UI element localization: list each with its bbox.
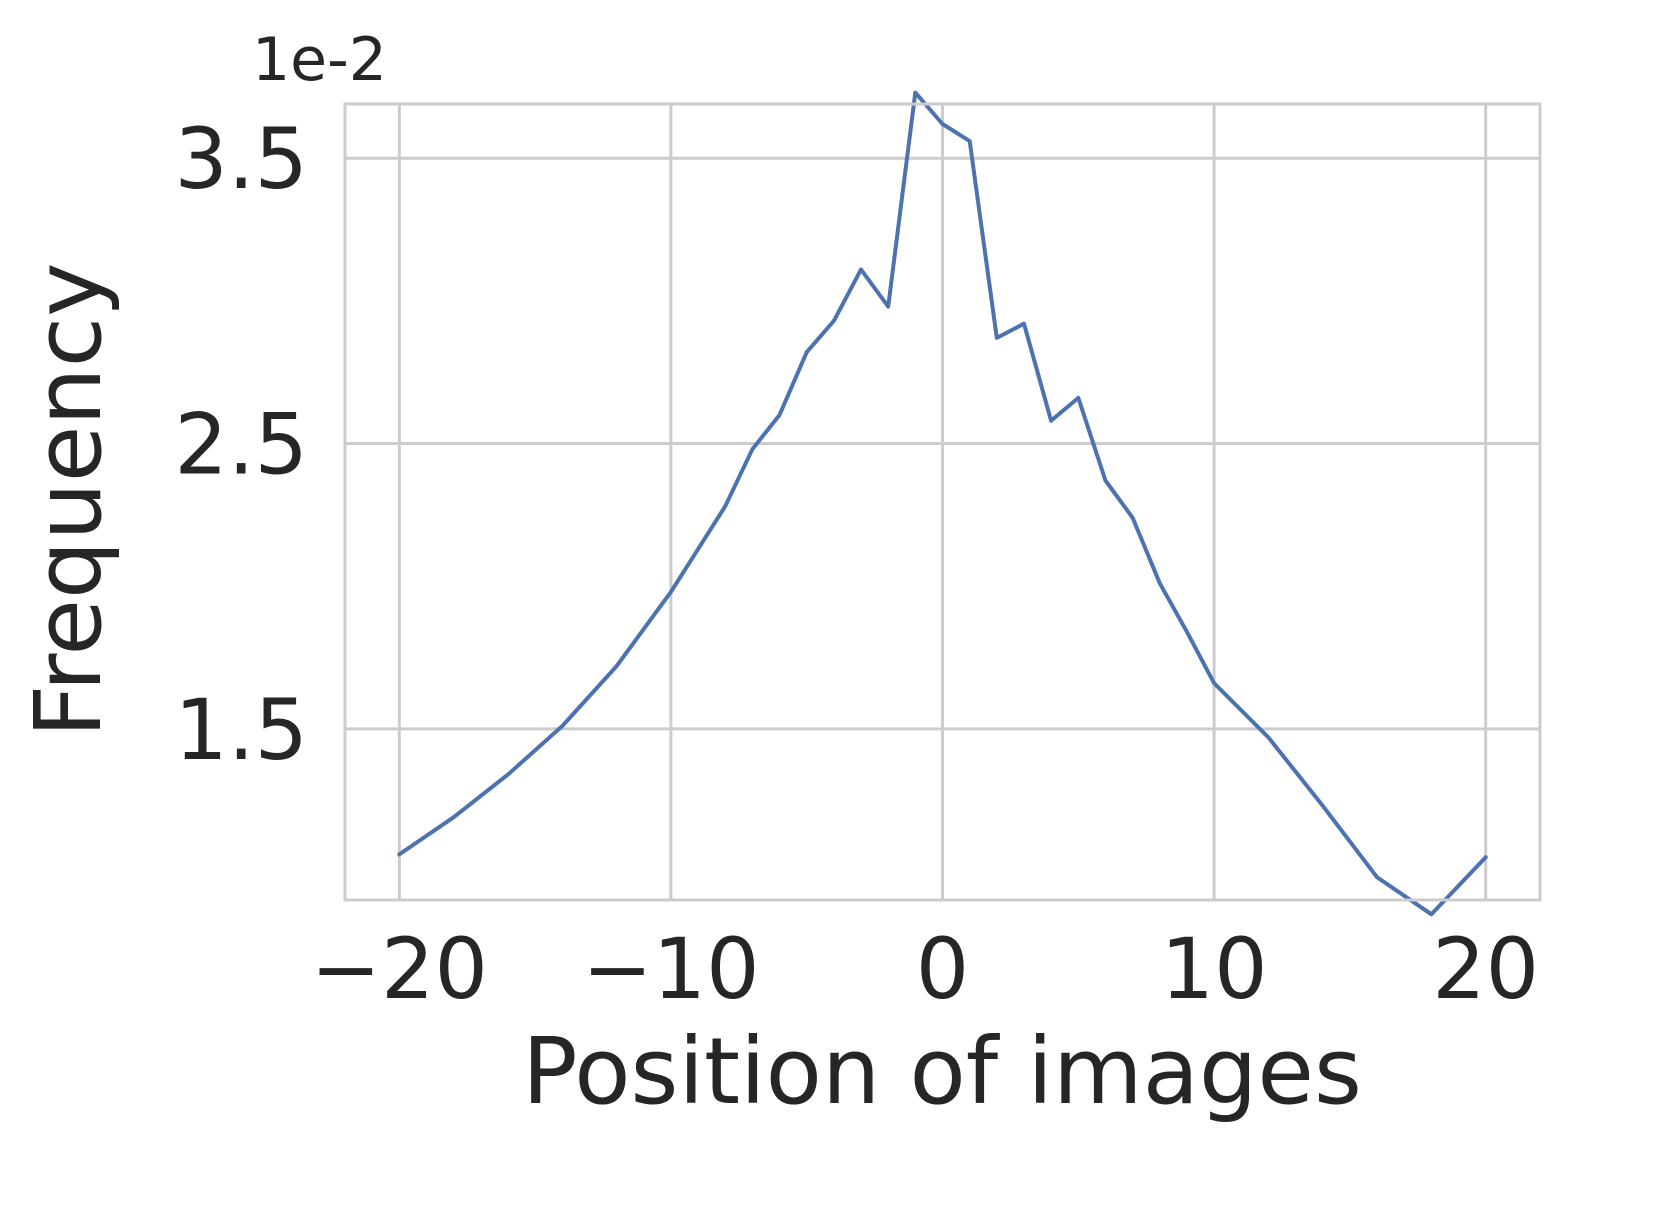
y-scale-label: 1e-2 <box>252 25 387 95</box>
x-tick-label: 10 <box>1161 920 1268 1018</box>
series-layer <box>397 90 1488 917</box>
y-tick-label: 3.5 <box>174 110 308 208</box>
series-line <box>397 90 1488 917</box>
y-tick-label: 1.5 <box>174 681 308 779</box>
grid-lines <box>345 104 1540 900</box>
x-tick-label: −20 <box>311 920 488 1018</box>
y-tick-label: 2.5 <box>174 396 308 494</box>
plot-frame <box>343 102 1542 902</box>
x-tick-label: 20 <box>1432 920 1539 1018</box>
x-tick-label: 0 <box>916 920 969 1018</box>
x-tick-labels: −20 −10 0 10 20 <box>311 920 1539 1018</box>
x-tick-label: −10 <box>582 920 759 1018</box>
y-tick-labels: 1.5 2.5 3.5 <box>174 110 308 779</box>
y-axis-label: Frequency <box>15 262 122 737</box>
x-axis-label: Position of images <box>522 1018 1362 1125</box>
